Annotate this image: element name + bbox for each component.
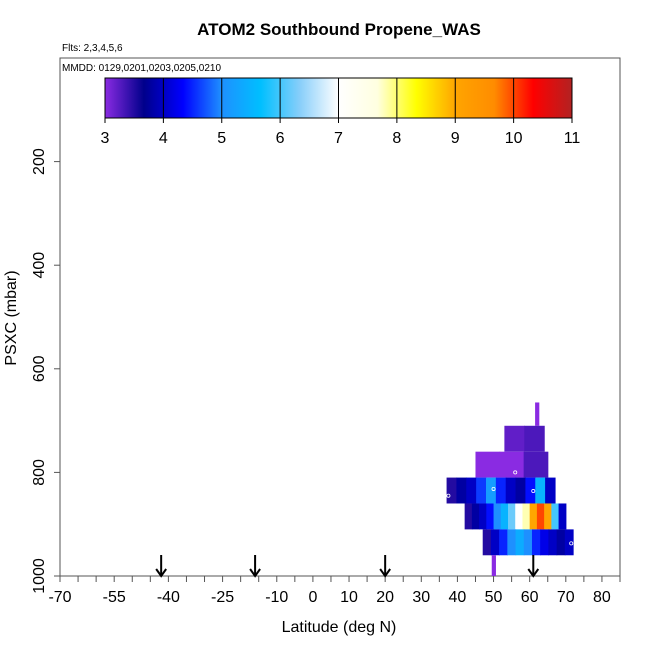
heatmap-cell xyxy=(499,529,508,556)
heatmap-cell xyxy=(523,451,549,478)
x-tick-label: -55 xyxy=(103,589,126,606)
heatmap-cell xyxy=(499,451,525,478)
heatmap-cell xyxy=(479,503,487,530)
heatmap-cell xyxy=(490,529,500,556)
colorbar-tick-label: 10 xyxy=(505,130,523,147)
heatmap-cell xyxy=(476,477,487,504)
x-tick-label: -10 xyxy=(265,589,288,606)
x-tick-label: -40 xyxy=(157,589,180,606)
heatmap-cell xyxy=(544,503,552,530)
heatmap-cell xyxy=(564,529,574,556)
heatmap-cell xyxy=(524,425,545,452)
x-tick-label: 0 xyxy=(308,589,317,606)
heatmap-cell xyxy=(482,529,492,556)
arrow-head xyxy=(527,568,540,578)
heatmap-cell xyxy=(446,477,458,504)
y-tick-label: 800 xyxy=(31,459,48,486)
heatmap-cell xyxy=(464,503,473,530)
sample-marker xyxy=(491,486,496,491)
heatmap-cell xyxy=(495,477,507,504)
sample-marker xyxy=(446,493,451,498)
sample-marker xyxy=(569,541,574,546)
colorbar-tick-label: 9 xyxy=(451,130,460,147)
x-axis-label: Latitude (deg N) xyxy=(282,619,397,636)
heatmap-cell xyxy=(545,477,556,504)
heatmap-cell xyxy=(529,503,538,530)
y-tick-label: 1000 xyxy=(31,558,48,594)
heatmap-cell xyxy=(515,477,527,504)
x-tick-label: 20 xyxy=(376,589,394,606)
colorbar-tick-label: 4 xyxy=(159,130,168,147)
flights-subtitle: Flts: 2,3,4,5,6 xyxy=(62,43,123,54)
arrow-head xyxy=(379,568,391,578)
colorbar-tick-label: 7 xyxy=(334,130,343,147)
heatmap-cell xyxy=(536,503,545,530)
colorbar-tick-label: 8 xyxy=(392,130,401,147)
y-tick-label: 400 xyxy=(31,252,48,279)
heatmap-cell xyxy=(540,529,549,556)
arrow-head xyxy=(249,568,261,578)
heatmap-cell xyxy=(456,477,467,504)
heatmap-cell xyxy=(486,503,495,530)
x-tick-label: 80 xyxy=(593,589,611,606)
heatmap-cell xyxy=(525,477,536,504)
x-tick-label: 40 xyxy=(449,589,467,606)
heatmap-cell xyxy=(535,402,540,426)
dates-subtitle: MMDD: 0129,0201,0203,0205,0210 xyxy=(62,63,221,74)
heatmap-cell xyxy=(505,477,517,504)
heatmap-cell xyxy=(471,503,480,530)
arrow-head xyxy=(155,568,167,578)
heatmap-cell xyxy=(500,503,509,530)
sample-marker xyxy=(513,470,518,475)
y-tick-label: 600 xyxy=(31,355,48,382)
x-tick-label: 10 xyxy=(340,589,358,606)
x-tick-label: 30 xyxy=(412,589,430,606)
heatmap-cell xyxy=(515,503,524,530)
heatmap-cell xyxy=(523,529,533,556)
latitude-arrow xyxy=(527,555,540,578)
colorbar-tick-label: 3 xyxy=(101,130,110,147)
latitude-arrow xyxy=(155,555,167,578)
heatmap-cell xyxy=(504,425,525,452)
heatmap-cell xyxy=(548,529,558,556)
chart-title: ATOM2 Southbound Propene_WAS xyxy=(197,20,481,39)
heatmap-cell xyxy=(515,529,525,556)
heatmap-cell xyxy=(558,503,567,530)
colorbar-tick-label: 5 xyxy=(217,130,226,147)
heatmap-cell xyxy=(475,451,501,478)
colorbar-tick-label: 11 xyxy=(564,130,581,147)
latitude-arrow xyxy=(379,555,391,578)
colorbar-tick-label: 6 xyxy=(276,130,285,147)
y-axis-label: PSXC (mbar) xyxy=(3,270,20,365)
heatmap-cell xyxy=(551,503,560,530)
sample-marker xyxy=(531,489,536,494)
heatmap-cell xyxy=(507,529,517,556)
x-tick-label: 70 xyxy=(557,589,575,606)
heatmap-cell xyxy=(491,555,496,576)
plot-frame xyxy=(59,57,621,577)
heatmap-cell xyxy=(535,477,546,504)
y-tick-label: 200 xyxy=(31,148,48,175)
latitude-arrow xyxy=(249,555,261,578)
heatmap-cell xyxy=(531,529,541,556)
heatmap-cell xyxy=(556,529,566,556)
heatmap-cell xyxy=(522,503,531,530)
heatmap-cell xyxy=(493,503,502,530)
x-tick-label: 50 xyxy=(485,589,503,606)
x-tick-label: -70 xyxy=(48,589,71,606)
heatmap-cell xyxy=(485,477,497,504)
x-tick-label: 60 xyxy=(521,589,539,606)
heatmap-cell xyxy=(508,503,516,530)
heatmap-cell xyxy=(466,477,477,504)
x-tick-label: -25 xyxy=(211,589,234,606)
